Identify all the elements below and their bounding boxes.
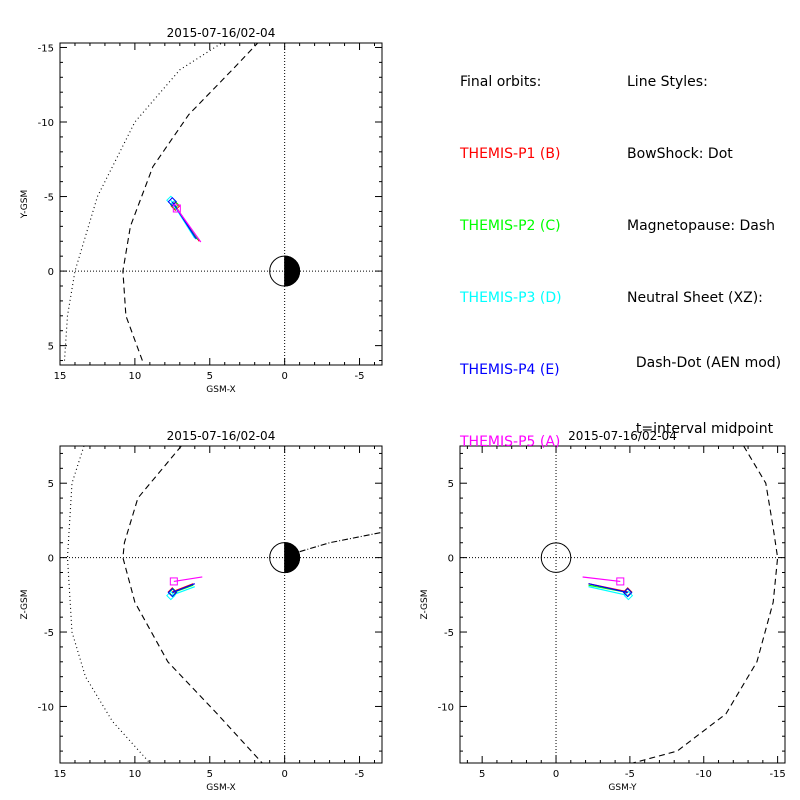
y-tick-label: 0	[448, 554, 454, 565]
neutral-sheet-line	[299, 531, 382, 553]
plot-frame	[459, 445, 786, 764]
chart-panel-1: 15 10 5 0 -5 -15 -10 -5 0 5 2015-07-16/02-04 GSM-X Y…	[20, 26, 383, 395]
y-tick-label: 0	[48, 554, 54, 565]
orbit-marker-4	[167, 587, 178, 598]
orbit-track-4	[588, 583, 628, 594]
x-tick-label: -10	[696, 769, 712, 780]
bow-shock-line	[63, 43, 223, 361]
x-tick-label: 10	[129, 769, 142, 780]
earth-nightside	[284, 255, 300, 287]
y-tick-label: -10	[438, 702, 454, 713]
y-tick-label: 5	[448, 479, 454, 490]
x-axis-label: GSM-X	[206, 385, 235, 395]
x-tick-label: -5	[355, 371, 365, 382]
line-styles-legend: Line Styles: BowShock: Dot Magnetopause:…	[627, 22, 781, 462]
x-tick-label: -5	[355, 769, 365, 780]
orbit-track-5	[582, 576, 621, 583]
plot-area	[60, 446, 382, 763]
y-tick-label: 5	[48, 342, 54, 353]
x-tick-label: 0	[281, 371, 287, 382]
x-tick-label: 5	[207, 371, 213, 382]
x-tick-label: 5	[479, 769, 485, 780]
orbits-legend-title: Final orbits:	[460, 74, 542, 90]
orbit-marker-4	[167, 197, 178, 207]
earth-nightside	[284, 542, 300, 574]
y-tick-label: -5	[44, 628, 54, 639]
orbit-marker-5	[616, 577, 625, 586]
magnetopause-line	[632, 446, 779, 763]
y-tick-label: -10	[38, 118, 54, 129]
orbit-track-4	[171, 201, 197, 240]
y-tick-label: -15	[38, 43, 54, 54]
earth-outline	[540, 542, 572, 573]
x-tick-label: 0	[281, 769, 287, 780]
orbit-marker-5	[169, 577, 178, 586]
x-tick-label: 15	[54, 769, 67, 780]
orbits-legend: Final orbits: THEMIS-P1 (B) THEMIS-P2 (C…	[460, 22, 562, 478]
x-tick-label: -15	[769, 769, 785, 780]
x-axis-label: GSM-X	[206, 783, 235, 793]
orbit-marker-3	[166, 590, 176, 601]
plot-frame	[59, 445, 383, 764]
earth-outline	[269, 255, 301, 287]
orbit-marker-4	[622, 587, 633, 598]
chart-title: 2015-07-16/02-04	[568, 429, 677, 443]
y-tick-label: -5	[444, 628, 454, 639]
orbit-track-3	[588, 586, 629, 597]
legend-probe-p3: THEMIS-P3 (D)	[460, 290, 562, 306]
y-axis-label: Z-GSM	[420, 589, 430, 619]
orbit-marker-5	[172, 204, 181, 213]
legend-probe-p4: THEMIS-P4 (E)	[460, 362, 560, 378]
orbit-track-5	[176, 208, 202, 243]
x-tick-label: 0	[553, 769, 559, 780]
line-style-neutral-sheet-mod: Dash-Dot (AEN mod)	[627, 355, 782, 371]
x-axis-label: GSM-Y	[608, 783, 637, 793]
earth-outline	[269, 542, 301, 574]
line-styles-title: Line Styles:	[627, 74, 708, 90]
x-tick-label: 10	[129, 371, 142, 382]
line-style-midpoint: t=interval midpoint	[627, 421, 774, 437]
line-style-bowshock: BowShock: Dot	[627, 146, 733, 162]
magnetopause-line	[122, 446, 263, 763]
orbit-track-4	[172, 583, 196, 594]
chart-panel-3: 5 0 -5 -10 -15 5 0 -5 -10 2015-07-16/02-04 GSM-Y Z-…	[420, 429, 786, 793]
y-tick-label: 5	[48, 479, 54, 490]
y-axis-label: Y-GSM	[20, 190, 30, 219]
bow-shock-line	[66, 446, 151, 763]
legend-probe-p2: THEMIS-P2 (C)	[460, 218, 561, 234]
y-tick-label: 0	[48, 267, 54, 278]
chart-title: 2015-07-16/02-04	[167, 26, 276, 40]
legend-probe-p5: THEMIS-P5 (A)	[460, 434, 561, 450]
x-tick-label: 15	[54, 371, 67, 382]
magnetopause-line	[122, 43, 259, 361]
plot-frame	[59, 42, 383, 366]
x-tick-label: -5	[625, 769, 635, 780]
legend-probe-p1: THEMIS-P1 (B)	[460, 146, 561, 162]
y-axis-label: Z-GSM	[20, 589, 30, 619]
plot-area	[60, 43, 382, 365]
line-style-magnetopause: Magnetopause: Dash	[627, 218, 776, 234]
y-tick-label: -10	[38, 702, 54, 713]
x-tick-label: 5	[207, 769, 213, 780]
orbit-track-5	[173, 576, 203, 583]
plot-area	[460, 446, 785, 763]
line-style-neutral-sheet: Neutral Sheet (XZ):	[627, 290, 763, 306]
y-tick-label: -5	[44, 193, 54, 204]
chart-panel-2: 15 10 5 0 -5 5 0 -5 -10 2015-07-16/02-04 GSM-X Z-GS…	[20, 429, 383, 793]
chart-title: 2015-07-16/02-04	[167, 429, 276, 443]
